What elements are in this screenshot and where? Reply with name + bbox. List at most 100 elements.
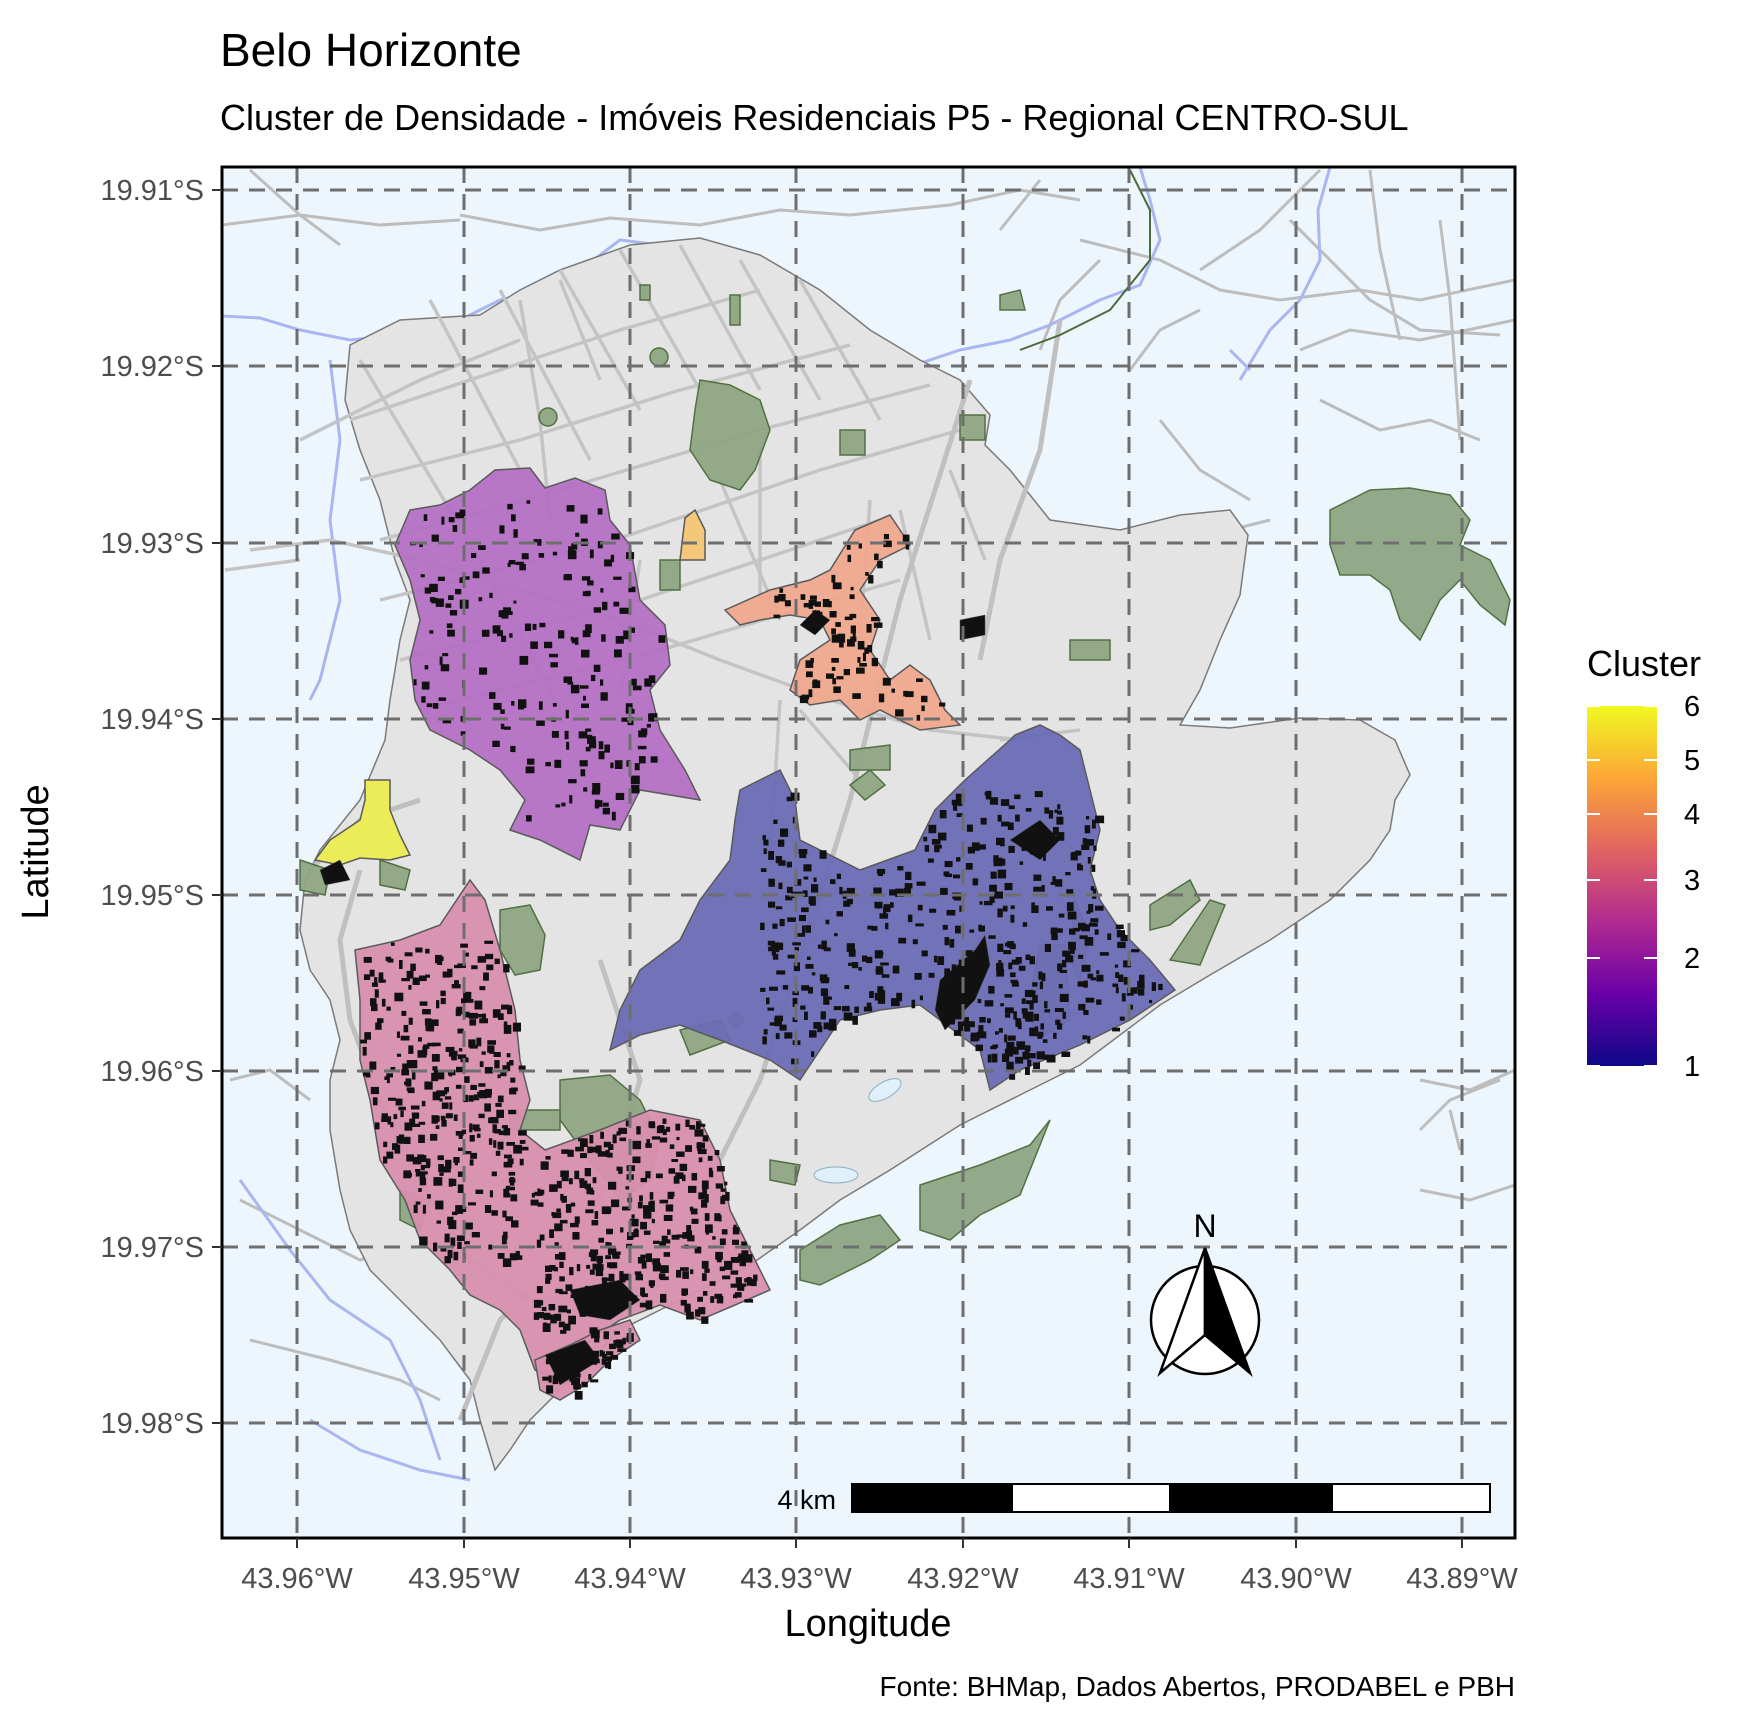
building-footprint xyxy=(615,636,624,644)
building-footprint xyxy=(619,1271,624,1281)
building-footprint xyxy=(615,1305,620,1309)
building-footprint xyxy=(489,692,496,699)
building-footprint xyxy=(536,1239,542,1248)
building-footprint xyxy=(585,1209,594,1214)
building-footprint xyxy=(945,873,953,878)
building-footprint xyxy=(1087,1035,1091,1044)
building-footprint xyxy=(363,974,371,980)
building-footprint xyxy=(533,1299,541,1308)
building-footprint xyxy=(988,935,996,939)
building-footprint xyxy=(691,1218,699,1224)
building-footprint xyxy=(477,956,487,963)
building-footprint xyxy=(577,1344,582,1351)
building-footprint xyxy=(665,1204,674,1212)
building-footprint xyxy=(992,1057,997,1063)
building-footprint xyxy=(659,1137,668,1143)
building-footprint xyxy=(594,1336,600,1343)
building-footprint xyxy=(1058,913,1065,918)
building-footprint xyxy=(545,1273,552,1280)
building-footprint xyxy=(921,705,925,712)
building-footprint xyxy=(471,553,477,558)
building-footprint xyxy=(1067,911,1077,920)
building-footprint xyxy=(1057,810,1062,815)
building-footprint xyxy=(874,553,879,561)
building-footprint xyxy=(422,1009,431,1015)
building-footprint xyxy=(694,1129,704,1137)
building-footprint xyxy=(565,709,569,719)
building-footprint xyxy=(653,1240,660,1244)
building-footprint xyxy=(799,853,807,859)
building-footprint xyxy=(492,625,501,634)
building-footprint xyxy=(442,720,452,724)
building-footprint xyxy=(1058,984,1063,989)
building-footprint xyxy=(545,762,551,767)
building-footprint xyxy=(418,1121,426,1125)
building-footprint xyxy=(1033,874,1042,881)
building-footprint xyxy=(1083,1010,1089,1015)
building-footprint xyxy=(1044,943,1051,952)
building-footprint xyxy=(429,630,434,634)
building-footprint xyxy=(944,968,950,978)
building-footprint xyxy=(946,909,956,916)
building-footprint xyxy=(460,731,466,736)
building-footprint xyxy=(996,969,1005,977)
building-footprint xyxy=(760,987,766,992)
building-footprint xyxy=(568,779,577,784)
building-footprint xyxy=(1085,997,1095,1003)
building-footprint xyxy=(388,1097,396,1101)
building-footprint xyxy=(696,1121,701,1129)
building-footprint xyxy=(778,860,786,866)
building-footprint xyxy=(436,1091,442,1095)
building-footprint xyxy=(525,766,535,774)
building-footprint xyxy=(1031,902,1035,907)
building-footprint xyxy=(844,985,850,990)
building-footprint xyxy=(372,1097,378,1106)
building-footprint xyxy=(571,543,578,550)
building-footprint xyxy=(565,1365,573,1373)
building-footprint xyxy=(614,649,622,658)
building-footprint xyxy=(1025,1067,1030,1075)
building-footprint xyxy=(429,583,438,592)
building-footprint xyxy=(603,1141,611,1148)
building-footprint xyxy=(662,1129,667,1136)
building-footprint xyxy=(580,1341,586,1350)
building-footprint xyxy=(638,756,646,764)
building-footprint xyxy=(984,1000,994,1007)
building-footprint xyxy=(472,1124,480,1130)
building-footprint xyxy=(832,678,836,685)
building-footprint xyxy=(537,1202,544,1207)
building-footprint xyxy=(503,1128,511,1136)
building-footprint xyxy=(453,1157,460,1163)
building-footprint xyxy=(568,1353,577,1358)
building-footprint xyxy=(496,1109,504,1118)
building-footprint xyxy=(1062,1011,1066,1019)
building-footprint xyxy=(1066,902,1074,912)
building-footprint xyxy=(746,1277,752,1286)
building-footprint xyxy=(881,974,890,978)
building-footprint xyxy=(611,811,616,821)
building-footprint xyxy=(661,1235,668,1243)
building-footprint xyxy=(481,1051,486,1055)
building-footprint xyxy=(690,1208,698,1215)
building-footprint xyxy=(360,1039,367,1044)
building-footprint xyxy=(631,1214,635,1219)
building-footprint xyxy=(850,625,856,634)
building-footprint xyxy=(675,1123,681,1131)
building-footprint xyxy=(993,1054,997,1059)
cluster-4-area xyxy=(723,514,962,731)
building-footprint xyxy=(1096,999,1102,1005)
building-footprint xyxy=(571,638,578,644)
building-footprint xyxy=(1096,970,1100,974)
lakes xyxy=(813,1078,902,1184)
building-footprint xyxy=(488,1138,493,1145)
building-footprint xyxy=(987,1018,991,1024)
building-footprint xyxy=(737,1285,745,1291)
building-footprint xyxy=(808,986,813,994)
building-footprint xyxy=(1024,1045,1031,1052)
building-footprint xyxy=(591,1146,600,1153)
building-footprint xyxy=(947,1007,954,1014)
building-footprint xyxy=(567,550,577,560)
building-footprint xyxy=(417,1050,427,1058)
building-footprint xyxy=(645,1253,652,1262)
building-footprint xyxy=(895,709,904,717)
